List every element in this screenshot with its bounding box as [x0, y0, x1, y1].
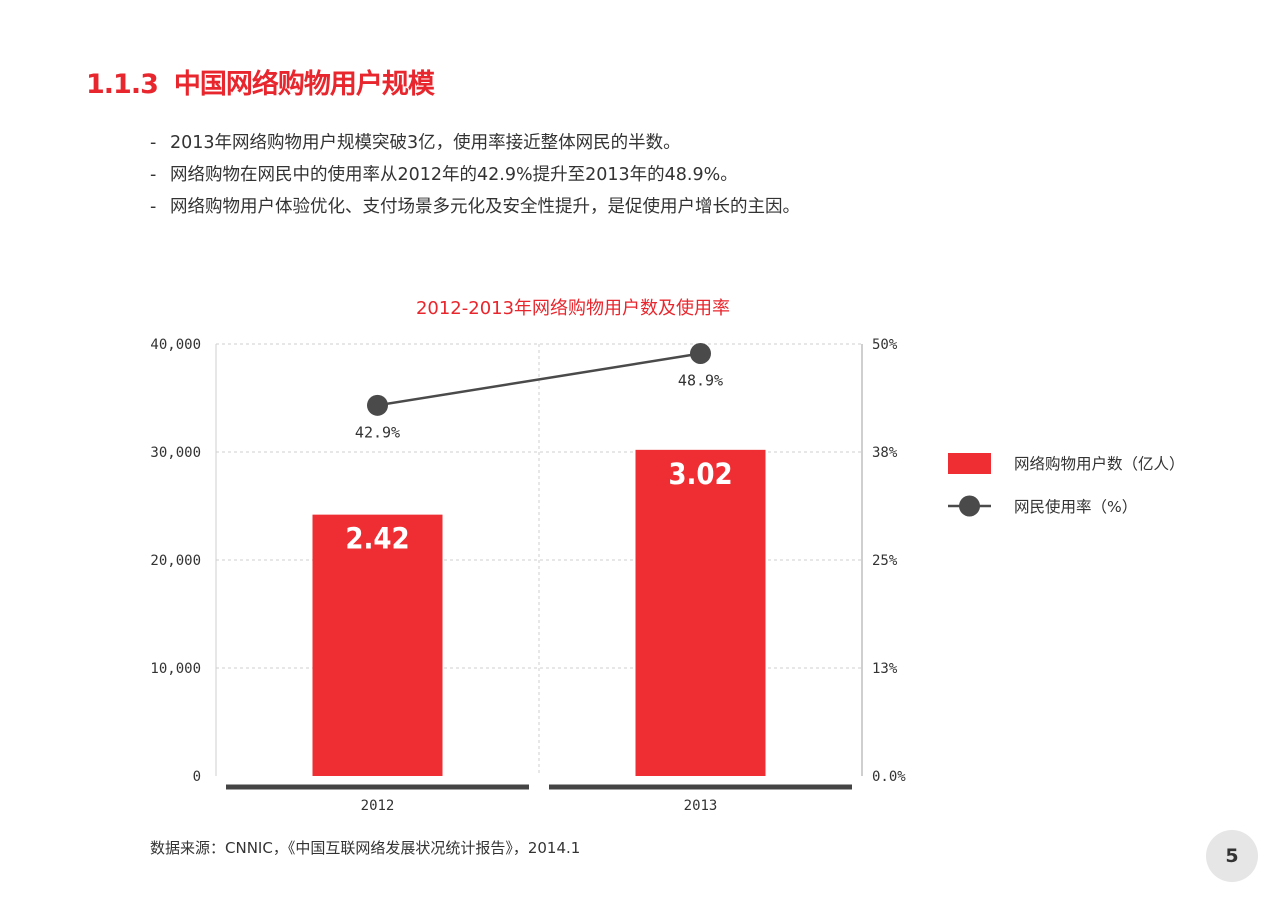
right-tick-label: 0.0%	[872, 769, 906, 785]
bar	[635, 449, 766, 776]
left-tick-label: 40,000	[150, 337, 201, 353]
legend-line-label: 网民使用率（%）	[1014, 498, 1137, 516]
legend-bar-swatch	[948, 453, 991, 474]
left-tick-label: 30,000	[150, 445, 201, 461]
line-data-label: 48.9%	[678, 372, 723, 390]
section-number: 1.1.3	[86, 69, 159, 100]
bullet-item: - 网络购物用户体验优化、支付场景多元化及安全性提升，是促使用户增长的主因。	[150, 191, 800, 223]
left-tick-label: 10,000	[150, 661, 201, 677]
bullet-text: 网络购物在网民中的使用率从2012年的42.9%提升至2013年的48.9%。	[170, 165, 738, 185]
bar	[312, 514, 443, 776]
right-tick-label: 50%	[872, 337, 898, 353]
page-title: 1.1.3 中国网络购物用户规模	[86, 62, 435, 101]
bullet-text: 2013年网络购物用户规模突破3亿，使用率接近整体网民的半数。	[170, 133, 681, 153]
series-line	[377, 352, 701, 407]
bullet-marker: -	[150, 165, 157, 185]
line-point	[690, 343, 711, 365]
legend-bar-label: 网络购物用户数（亿人）	[1014, 455, 1185, 473]
bullet-item: -2013年网络购物用户规模突破3亿，使用率接近整体网民的半数。	[150, 127, 800, 159]
source-note: 数据来源：CNNIC，《中国互联网络发展状况统计报告》，2014.1	[150, 839, 581, 857]
bullet-marker: -	[150, 197, 157, 217]
line-data-label: 42.9%	[355, 423, 400, 441]
line-point	[367, 394, 388, 416]
page-number-badge: 5	[1206, 830, 1258, 882]
left-tick-label: 20,000	[150, 553, 201, 569]
right-tick-label: 25%	[872, 553, 898, 569]
right-tick-label: 38%	[872, 445, 898, 461]
bullet-marker: -	[150, 133, 157, 153]
chart-title: 2012-2013年网络购物用户数及使用率	[415, 298, 731, 319]
legend-line-marker	[959, 495, 980, 517]
section-title: 中国网络购物用户规模	[173, 69, 435, 100]
bar-data-label: 2.42	[345, 522, 409, 556]
left-tick-label: 0	[193, 769, 201, 785]
bullet-text: 网络购物用户体验优化、支付场景多元化及安全性提升，是促使用户增长的主因。	[170, 197, 800, 217]
bullet-item: - 网络购物在网民中的使用率从2012年的42.9%提升至2013年的48.9%。	[150, 159, 800, 191]
bar-data-label: 3.02	[668, 457, 732, 491]
x-tick-label: 2013	[684, 798, 718, 814]
x-tick-label: 2012	[361, 798, 395, 814]
right-tick-label: 13%	[872, 661, 898, 677]
bullet-list: -2013年网络购物用户规模突破3亿，使用率接近整体网民的半数。 - 网络购物在网…	[150, 127, 800, 223]
